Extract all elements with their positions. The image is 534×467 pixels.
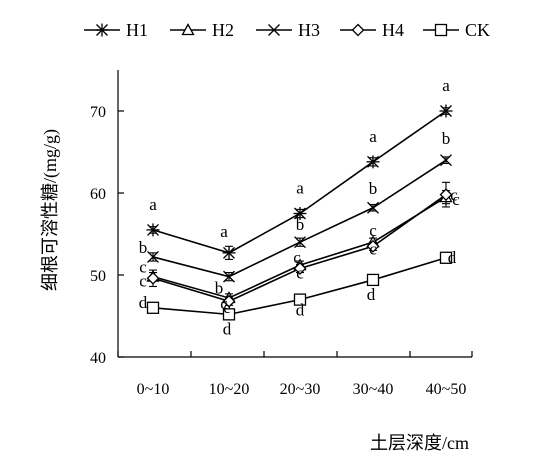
series-h1 bbox=[146, 104, 453, 260]
marker-stroke bbox=[294, 236, 306, 249]
significance-letter: a bbox=[149, 195, 157, 214]
y-axis-title: 细根可溶性糖/(mg/g) bbox=[40, 129, 61, 291]
x-ticks: 0~10 10~20 20~30 30~40 40~50 bbox=[117, 351, 473, 398]
data-point-h4 bbox=[146, 271, 160, 285]
significance-letter: d bbox=[139, 293, 148, 312]
data-point-h3 bbox=[223, 270, 235, 283]
x-tick-label: 40~50 bbox=[426, 381, 467, 398]
significance-letter: c bbox=[452, 190, 460, 209]
marker-stroke bbox=[223, 270, 235, 283]
significance-letter: d bbox=[223, 319, 232, 338]
legend-marker-ck bbox=[434, 23, 448, 37]
significance-letter: b bbox=[215, 279, 224, 298]
data-point-h1 bbox=[439, 104, 453, 118]
x-tick-label: 20~30 bbox=[280, 381, 321, 398]
data-point-h4 bbox=[366, 239, 380, 253]
marker-stroke bbox=[367, 201, 379, 214]
x-tick-label: 0~10 bbox=[137, 381, 170, 398]
legend-marker-h1 bbox=[95, 23, 109, 37]
significance-letter: b bbox=[139, 238, 148, 257]
data-point-h3 bbox=[367, 201, 379, 214]
data-point-ck bbox=[366, 273, 380, 287]
y-ticks: 40 50 60 70 bbox=[90, 104, 124, 367]
axes: 40 50 60 70 0~10 10~20 20~30 30~40 40~50 bbox=[90, 70, 473, 398]
data-point-h1 bbox=[366, 155, 380, 169]
data-point-h4 bbox=[439, 188, 453, 202]
legend-label: H3 bbox=[298, 20, 320, 40]
data-point-h4 bbox=[293, 262, 307, 275]
y-tick-label: 40 bbox=[90, 350, 106, 367]
significance-letter: d bbox=[448, 248, 457, 267]
series-ck bbox=[146, 251, 453, 321]
x-tick-label: 10~20 bbox=[209, 381, 250, 398]
series-h4 bbox=[146, 181, 453, 308]
data-point-ck bbox=[439, 251, 453, 264]
significance-letter: c bbox=[296, 263, 304, 282]
significance-letter: a bbox=[220, 222, 228, 241]
significance-letter: b bbox=[369, 179, 378, 198]
data-point-h1 bbox=[293, 207, 307, 220]
legend-item-ck: CK bbox=[423, 20, 490, 40]
significance-letter: e bbox=[223, 298, 231, 317]
significance-letter: d bbox=[367, 285, 376, 304]
series-h3 bbox=[147, 154, 452, 283]
legend-label: H2 bbox=[212, 20, 234, 40]
significance-letter: b bbox=[296, 215, 305, 234]
data-point-ck bbox=[293, 293, 307, 306]
significance-letter: a bbox=[369, 127, 377, 146]
legend-item-h3: H3 bbox=[256, 20, 320, 40]
significance-letter: b bbox=[442, 129, 451, 148]
y-tick-label: 70 bbox=[90, 104, 106, 121]
y-tick-label: 50 bbox=[90, 268, 106, 285]
significance-letter: c bbox=[369, 239, 377, 258]
significance-letter: c bbox=[293, 248, 301, 267]
data-point-h3 bbox=[440, 154, 452, 167]
significance-letter: c bbox=[139, 258, 147, 277]
legend-label: H4 bbox=[382, 20, 404, 40]
legend-label: H1 bbox=[126, 20, 148, 40]
significance-letter: a bbox=[442, 76, 450, 95]
legend: H1 H2 H3 H4 CK bbox=[84, 20, 490, 40]
significance-letter: c bbox=[139, 271, 147, 290]
marker-stroke bbox=[268, 24, 280, 36]
data-point-h4 bbox=[222, 294, 236, 308]
legend-item-h4: H4 bbox=[340, 20, 404, 40]
legend-label: CK bbox=[465, 20, 490, 40]
data-point-h1 bbox=[222, 246, 236, 260]
significance-letter: c bbox=[369, 221, 377, 240]
data-point-h3 bbox=[147, 251, 159, 263]
data-point-ck bbox=[146, 301, 160, 314]
legend-marker-h2 bbox=[181, 23, 195, 36]
marker-stroke bbox=[440, 154, 452, 167]
legend-item-h1: H1 bbox=[84, 20, 148, 40]
data-point-h3 bbox=[294, 236, 306, 249]
marker-stroke bbox=[147, 251, 159, 263]
legend-marker-h3 bbox=[268, 24, 280, 36]
significance-letter: c bbox=[220, 294, 228, 313]
y-tick-label: 60 bbox=[90, 186, 106, 203]
significance-letter: d bbox=[296, 301, 305, 320]
x-axis-title: 土层深度/cm bbox=[370, 433, 469, 453]
legend-marker-h4 bbox=[351, 23, 365, 37]
data-point-ck bbox=[222, 308, 236, 321]
data-point-h1 bbox=[146, 223, 160, 237]
legend-item-h2: H2 bbox=[170, 20, 234, 40]
significance-letter: a bbox=[296, 179, 304, 198]
x-tick-label: 30~40 bbox=[353, 381, 394, 398]
significance-letter: c bbox=[450, 186, 458, 205]
